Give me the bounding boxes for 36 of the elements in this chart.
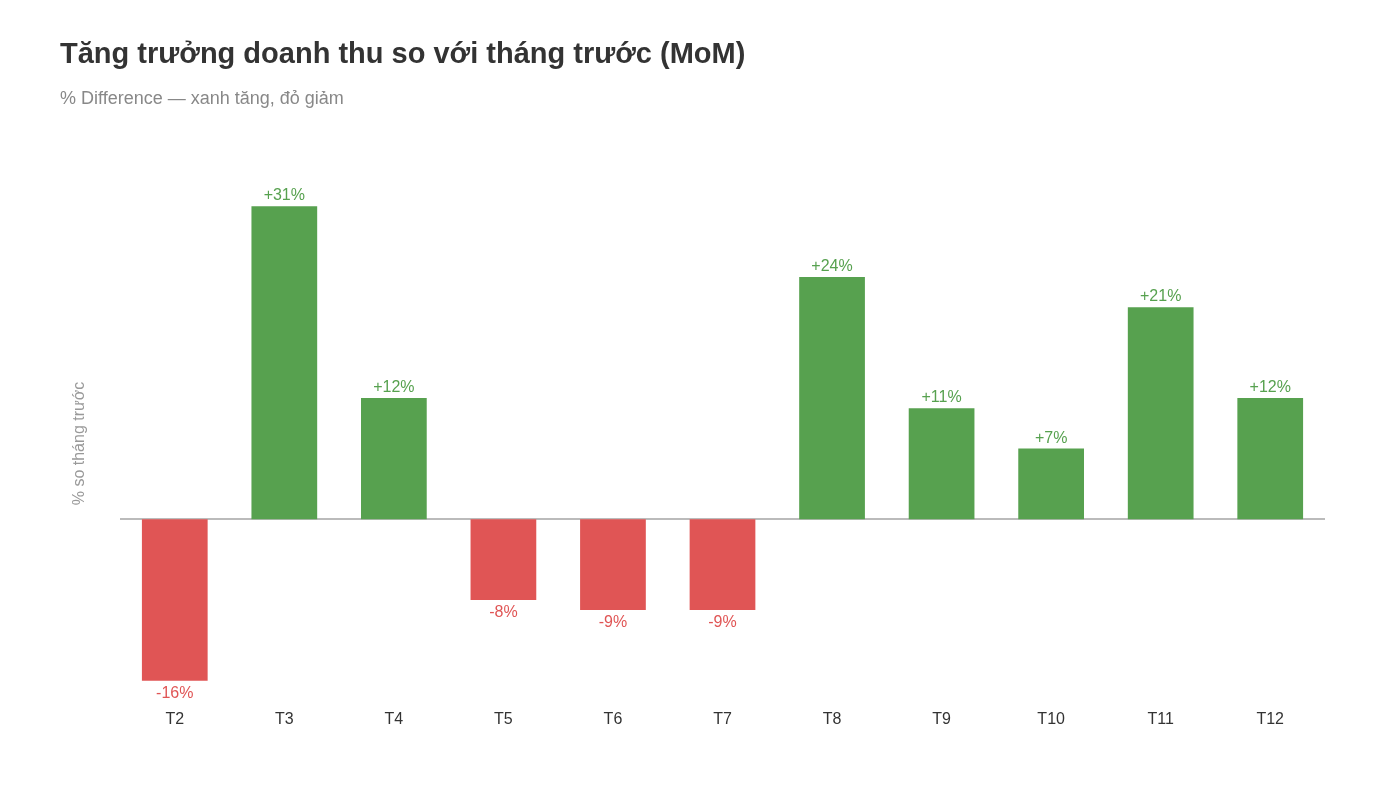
chart-title: Tăng trưởng doanh thu so với tháng trước (MoM) xyxy=(60,37,746,69)
bar xyxy=(1237,398,1304,520)
bar xyxy=(470,519,537,600)
data-label: -9% xyxy=(708,613,737,631)
bar xyxy=(141,519,208,681)
x-tick-label: T3 xyxy=(274,710,294,727)
bar xyxy=(908,408,975,520)
data-label: -8% xyxy=(489,602,518,620)
data-label: +12% xyxy=(373,378,415,396)
bar xyxy=(580,519,646,611)
x-tick-label: T11 xyxy=(1147,710,1174,727)
data-label: +24% xyxy=(811,256,853,274)
data-label: +7% xyxy=(1034,428,1068,446)
x-tick-label: T2 xyxy=(165,710,185,727)
bar xyxy=(1127,307,1194,520)
bar xyxy=(251,206,318,520)
x-tick-label: T9 xyxy=(932,710,952,727)
bar xyxy=(689,519,756,611)
bar xyxy=(799,276,865,520)
x-tick-label: T8 xyxy=(822,710,842,727)
data-label: -9% xyxy=(598,613,628,631)
x-tick-label: T5 xyxy=(494,710,513,727)
data-label: +12% xyxy=(1249,378,1291,396)
data-label: -16% xyxy=(156,683,194,701)
x-tick-label: T7 xyxy=(713,710,732,727)
y-axis-title: % so tháng trước xyxy=(69,381,87,506)
data-label: +31% xyxy=(263,186,305,204)
bar xyxy=(361,398,427,520)
x-tick-label: T6 xyxy=(603,710,623,727)
chart-subtitle: % Difference — xanh tăng, đỏ giảm xyxy=(60,88,344,108)
x-tick-label: T10 xyxy=(1037,710,1066,727)
data-label: +21% xyxy=(1140,287,1182,305)
bar xyxy=(1018,448,1084,520)
data-label: +11% xyxy=(921,388,962,406)
x-tick-label: T12 xyxy=(1256,710,1285,727)
x-tick-label: T4 xyxy=(384,710,404,727)
